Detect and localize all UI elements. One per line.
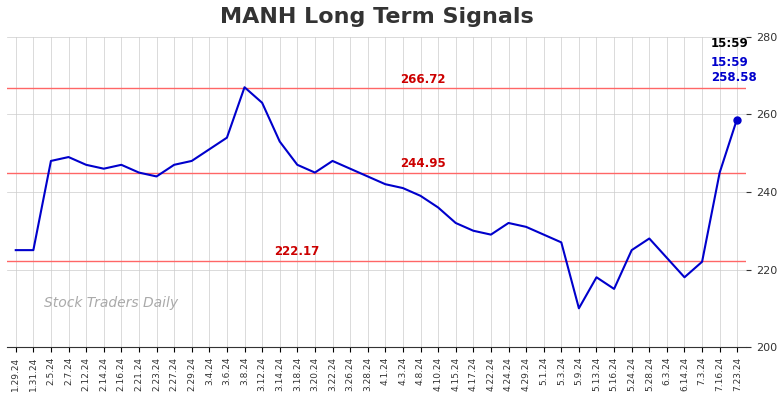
Text: 15:59: 15:59 — [711, 37, 749, 50]
Text: 266.72: 266.72 — [400, 72, 445, 86]
Text: 244.95: 244.95 — [400, 157, 446, 170]
Text: 15:59
258.58: 15:59 258.58 — [711, 56, 757, 84]
Title: MANH Long Term Signals: MANH Long Term Signals — [220, 7, 533, 27]
Text: 222.17: 222.17 — [274, 245, 320, 258]
Text: Stock Traders Daily: Stock Traders Daily — [44, 296, 178, 310]
